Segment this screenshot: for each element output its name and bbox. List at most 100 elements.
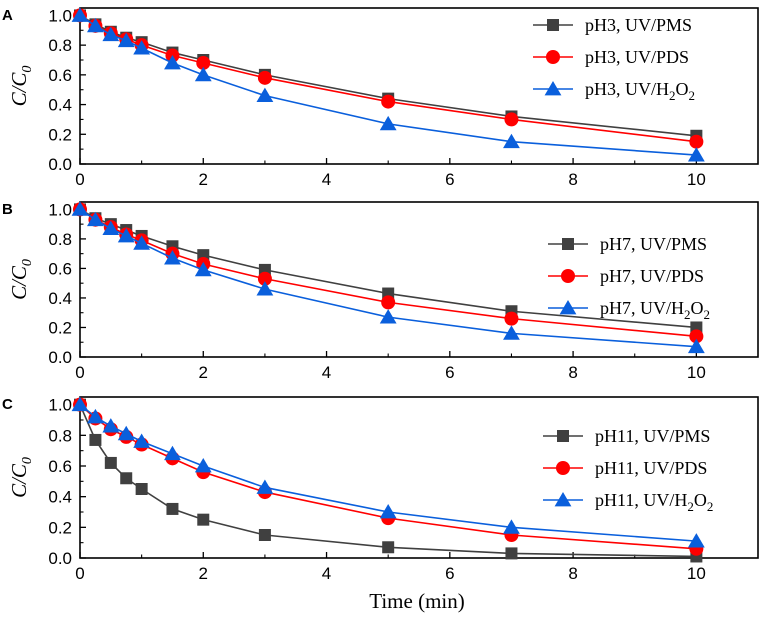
legend-marker [546, 50, 560, 64]
x-tick-label: 8 [568, 170, 577, 189]
data-point [504, 311, 519, 326]
legend-marker [562, 238, 574, 250]
y-tick-label: 0.2 [48, 518, 72, 537]
panel-label: A [2, 7, 13, 24]
x-tick-label: 8 [568, 363, 577, 382]
legend-label-main: pH3, UV/PMS [585, 15, 692, 35]
data-point [117, 425, 135, 441]
data-point [257, 271, 272, 286]
y-tick-label: 0.4 [48, 96, 72, 115]
data-point [89, 433, 102, 446]
data-point [503, 325, 520, 340]
data-point [164, 54, 181, 70]
legend-marker [559, 300, 577, 315]
data-point [196, 55, 211, 70]
y-tick-label: 0.6 [48, 457, 72, 476]
legend-label-subscript: 2 [707, 499, 714, 514]
data-point [166, 502, 179, 515]
x-tick-label: 4 [322, 363, 331, 382]
data-point [87, 17, 104, 33]
y-tick-label: 0.8 [48, 230, 72, 249]
data-point [71, 201, 89, 216]
data-point [87, 211, 104, 227]
y-tick-label: 0.4 [48, 289, 72, 308]
data-point [381, 295, 396, 310]
legend-label: pH11, UV/PDS [595, 458, 707, 478]
data-point [135, 483, 148, 495]
y-tick-label: 1.0 [48, 200, 72, 219]
legend-label-mid: O [691, 298, 704, 318]
y-tick-label: 0.8 [48, 36, 72, 55]
data-point [133, 235, 151, 250]
legend-label-main: pH3, UV/H [585, 79, 669, 99]
y-axis-label: C/C0 [7, 66, 35, 107]
data-point [117, 32, 135, 48]
y-tick-label: 0.0 [48, 549, 72, 568]
data-point [379, 504, 397, 519]
series-triangle [71, 7, 705, 162]
panel-label: B [2, 201, 13, 218]
data-point [257, 70, 272, 85]
data-point [194, 458, 212, 473]
data-point [503, 133, 520, 149]
legend-label-main: pH7, UV/PDS [600, 266, 704, 286]
data-point [379, 309, 397, 324]
data-point [381, 94, 396, 109]
y-tick-label: 0.4 [48, 488, 72, 507]
data-point [164, 250, 181, 265]
data-point [256, 479, 274, 494]
x-tick-label: 10 [687, 170, 706, 189]
legend-label-subscript: 2 [684, 307, 691, 322]
data-point [133, 433, 151, 448]
panel-label: C [2, 396, 13, 413]
legend-marker [547, 19, 559, 31]
legend: pH3, UV/PMS pH3, UV/PDS pH3, UV/H2O2 [533, 15, 695, 103]
data-point [71, 7, 89, 22]
data-point [117, 227, 135, 243]
data-point [164, 445, 181, 461]
x-tick-label: 2 [199, 363, 208, 382]
data-point [102, 26, 120, 42]
plot-frame [79, 201, 759, 358]
legend-label-main: pH11, UV/H [595, 490, 687, 510]
data-point [687, 147, 705, 162]
legend-label-subscript: 2 [687, 499, 694, 514]
data-point [256, 281, 274, 296]
y-axis-label-main: C/C [7, 72, 31, 107]
legend-label: pH7, UV/PDS [600, 266, 704, 286]
data-point [258, 529, 271, 541]
data-point [689, 329, 704, 344]
y-axis-label-subscript: 0 [20, 259, 35, 266]
plot-frame [79, 396, 759, 559]
x-tick-label: 4 [322, 170, 331, 189]
y-axis-label-subscript: 0 [20, 66, 35, 73]
data-point [87, 408, 104, 424]
legend-label: pH7, UV/PMS [600, 234, 707, 254]
data-point [689, 134, 704, 149]
x-tick-label: 0 [75, 363, 84, 382]
data-point [104, 456, 117, 469]
legend-label-main: pH11, UV/PMS [595, 426, 710, 446]
data-point [133, 40, 151, 55]
series-triangle [71, 201, 705, 354]
data-point [504, 112, 519, 127]
legend-label-mid: O [676, 79, 689, 99]
legend-label: pH3, UV/PMS [585, 15, 692, 35]
y-axis-label-main: C/C [7, 463, 31, 498]
y-axis-label-subscript: 0 [20, 457, 35, 464]
y-axis-label-main: C/C [7, 265, 31, 300]
legend-label-main: pH3, UV/PDS [585, 47, 689, 67]
data-point [687, 338, 705, 354]
data-point [71, 396, 89, 412]
data-point [503, 519, 520, 534]
y-tick-label: 1.0 [48, 6, 72, 25]
y-tick-label: 0.2 [48, 318, 72, 337]
legend-marker [544, 81, 562, 96]
legend-marker [556, 461, 570, 475]
legend-label: pH3, UV/H2O2 [585, 79, 695, 103]
x-tick-label: 6 [445, 363, 454, 382]
data-point [687, 533, 705, 548]
